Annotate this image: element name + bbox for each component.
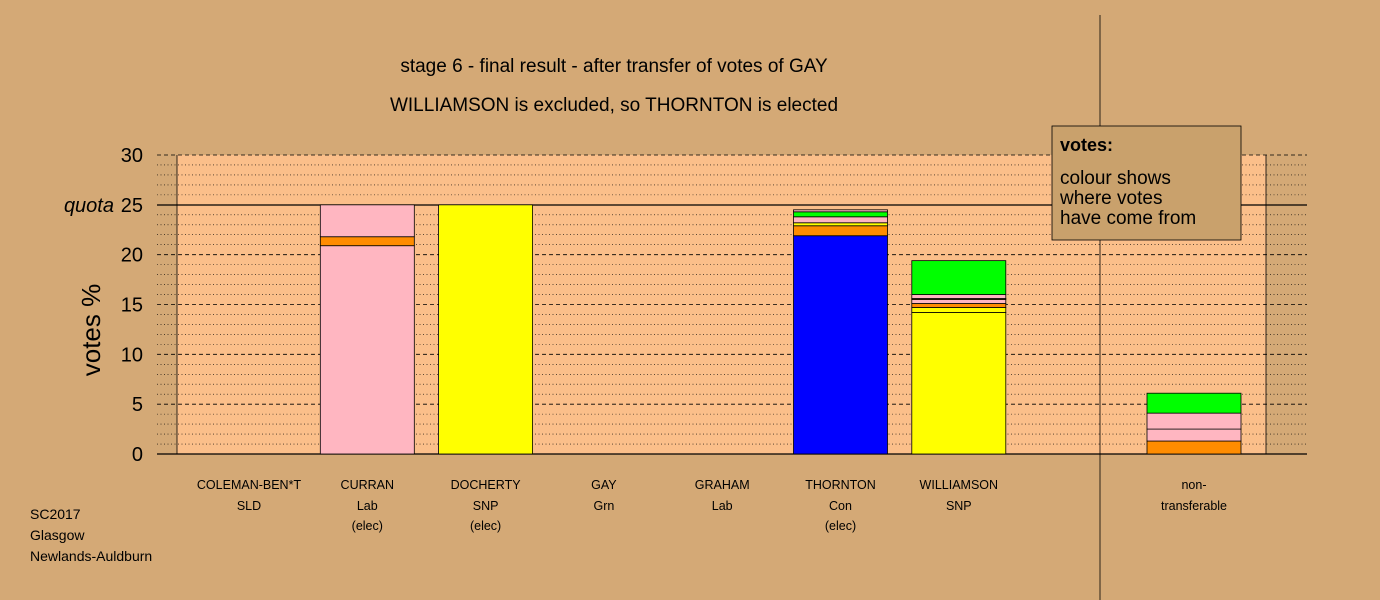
footer-line-2: Glasgow <box>30 527 85 543</box>
bar-segment-curran <box>319 236 415 247</box>
legend-line-3: have come from <box>1060 208 1196 229</box>
candidate-name: THORNTON <box>805 478 876 492</box>
y-tick-label: 25 <box>121 195 143 217</box>
bars <box>319 204 1242 455</box>
candidate-labels: COLEMAN-BEN*T SLD CURRAN Lab (elec) DOCHERTY S… <box>197 478 1227 533</box>
bar-segment-curran <box>319 245 415 455</box>
candidate-party: SLD <box>237 499 261 513</box>
y-tick-label: 10 <box>121 344 143 366</box>
bar-segment-thornton <box>793 211 888 218</box>
bar-segment-williamson <box>911 312 1007 455</box>
y-tick-label: 30 <box>121 145 143 167</box>
candidate-party: Lab <box>357 499 378 513</box>
candidate-status: (elec) <box>825 519 856 533</box>
bar-segment-docherty <box>438 204 534 455</box>
bar-segment-williamson <box>911 303 1007 308</box>
candidate-name: COLEMAN-BEN*T <box>197 478 302 492</box>
bar-segment-williamson <box>911 294 1007 299</box>
candidate-party: Grn <box>593 499 614 513</box>
bar-segment-williamson <box>911 307 1007 313</box>
candidate-party: Con <box>829 499 852 513</box>
legend-line-1: colour shows <box>1060 168 1171 189</box>
minor-grid <box>157 164 1307 445</box>
bar-segment-thornton <box>793 216 888 224</box>
bar-segment-thornton <box>793 235 888 455</box>
bar-segment-thornton <box>793 222 888 227</box>
chart-title: stage 6 - final result - after transfer … <box>400 56 828 77</box>
bar-segment-nontransferable <box>1146 392 1242 414</box>
y-tick-labels: 0 5 10 15 20 25 30 <box>121 145 143 466</box>
candidate-name: GRAHAM <box>695 478 750 492</box>
nontransferable-label-2: transferable <box>1161 499 1227 513</box>
nontransferable-label-1: non- <box>1181 478 1206 492</box>
bar-segment-thornton <box>793 225 888 237</box>
bar-segment-curran <box>319 204 415 238</box>
candidate-name: DOCHERTY <box>451 478 522 492</box>
candidate-name: GAY <box>591 478 617 492</box>
quota-label: quota <box>64 195 114 217</box>
legend-line-2: where votes <box>1059 188 1162 209</box>
y-tick-label: 15 <box>121 295 143 317</box>
legend-title: votes: <box>1060 135 1113 155</box>
footer-line-1: SC2017 <box>30 506 81 522</box>
bar-segment-nontransferable <box>1146 428 1242 442</box>
y-tick-label: 20 <box>121 245 143 267</box>
bar-segment-williamson <box>911 260 1007 295</box>
bar-segment-nontransferable <box>1146 412 1242 430</box>
bar-segment-williamson <box>911 299 1007 304</box>
legend-box <box>1051 125 1242 241</box>
candidate-status: (elec) <box>352 519 383 533</box>
y-tick-label: 0 <box>132 444 143 466</box>
chart-subtitle: WILLIAMSON is excluded, so THORNTON is e… <box>390 95 838 116</box>
candidate-name: WILLIAMSON <box>920 478 999 492</box>
candidate-status: (elec) <box>470 519 501 533</box>
candidate-party: SNP <box>946 499 972 513</box>
bar-segment-thornton <box>793 209 888 213</box>
candidate-name: CURRAN <box>341 478 394 492</box>
y-axis-label: votes % <box>76 284 106 377</box>
candidate-party: SNP <box>473 499 499 513</box>
y-tick-label: 5 <box>132 394 143 416</box>
candidate-party: Lab <box>712 499 733 513</box>
footer-line-3: Newlands-Auldburn <box>30 548 152 564</box>
bar-segment-nontransferable <box>1146 440 1242 455</box>
